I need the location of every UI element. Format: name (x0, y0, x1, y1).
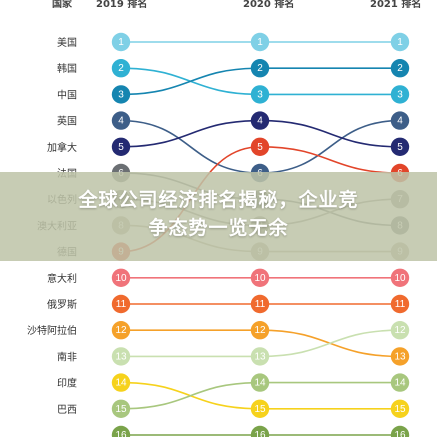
rank-label: 4 (118, 116, 124, 127)
rank-label: 4 (397, 116, 403, 127)
rank-label: 3 (257, 89, 263, 100)
rank-label: 2 (257, 63, 263, 74)
rank-label: 14 (394, 378, 406, 389)
rank-node (390, 85, 410, 104)
rank-node (250, 399, 270, 418)
country-label: 俄罗斯 (47, 298, 77, 311)
country-label: 南非 (57, 350, 77, 363)
header-2020: 2020 排名 (243, 0, 294, 10)
rank-label: 10 (254, 273, 266, 284)
rank-node (111, 347, 131, 366)
rank-label: 16 (394, 430, 406, 437)
rank-node (390, 321, 410, 340)
rank-label: 12 (254, 325, 266, 336)
banner-title-line-2: 争态势一览无余 (148, 217, 289, 239)
rank-node (111, 268, 131, 287)
rank-label: 3 (118, 89, 124, 100)
rank-label: 10 (115, 273, 127, 284)
rank-node (250, 373, 270, 392)
rank-node (250, 137, 270, 156)
rank-label: 2 (118, 63, 124, 74)
rank-node (390, 399, 410, 418)
rank-label: 12 (394, 325, 406, 336)
rank-node (390, 425, 410, 437)
rank-label: 16 (254, 430, 266, 437)
rank-label: 15 (394, 404, 406, 415)
rank-node (390, 268, 410, 287)
rank-node (250, 32, 270, 52)
rank-node (111, 111, 131, 130)
rank-node (111, 58, 131, 78)
rank-label: 12 (115, 325, 127, 336)
rank-label: 2 (397, 63, 403, 74)
rank-node (111, 137, 131, 156)
rank-node (250, 111, 270, 130)
country-label: 美国 (57, 36, 77, 49)
title-banner (0, 172, 437, 261)
rank-node (250, 294, 270, 314)
rank-node (390, 347, 410, 366)
rank-label: 14 (254, 378, 266, 389)
country-label: 巴西 (57, 404, 77, 416)
rank-label: 16 (115, 430, 127, 437)
rank-node (250, 85, 270, 104)
rank-node (250, 347, 270, 366)
rank-node (250, 268, 270, 287)
country-label: 英国 (57, 115, 77, 128)
rank-label: 5 (118, 142, 124, 153)
country-label: 意大利 (47, 272, 77, 285)
rank-label: 11 (255, 299, 266, 310)
rank-label: 15 (115, 404, 127, 415)
rank-node (250, 321, 270, 340)
rank-node (111, 425, 131, 437)
rank-node (390, 373, 410, 392)
country-label: 韩国 (57, 62, 77, 75)
header-2021: 2021 排名 (370, 0, 421, 10)
header-country: 国家 (52, 0, 73, 10)
rank-label: 15 (254, 404, 266, 415)
rank-node (390, 58, 410, 78)
rank-label: 13 (115, 351, 127, 362)
rank-label: 14 (115, 378, 127, 389)
rank-label: 1 (397, 37, 403, 48)
rank-node (111, 373, 131, 392)
rank-node (390, 137, 410, 156)
rank-label: 13 (254, 351, 266, 362)
rank-node (111, 321, 131, 340)
rank-node (250, 425, 270, 437)
rank-label: 1 (118, 37, 124, 48)
rank-node (390, 294, 410, 314)
rank-label: 10 (394, 273, 406, 284)
rank-node (390, 32, 410, 52)
banner-title-line-1: 全球公司经济排名揭秘，企业竞 (78, 189, 359, 211)
rank-node (250, 58, 270, 78)
header-2019: 2019 排名 (96, 0, 147, 10)
rank-label: 11 (395, 299, 406, 310)
rank-node (111, 32, 131, 52)
banner-title: 全球公司经济排名揭秘，企业竞 争态势一览无余 (0, 186, 437, 242)
rank-label: 1 (257, 37, 263, 48)
rank-label: 11 (116, 299, 127, 310)
rank-node (111, 294, 131, 314)
country-label: 中国 (57, 88, 77, 101)
country-label: 加拿大 (47, 141, 77, 154)
rank-label: 4 (257, 116, 263, 127)
rank-node (111, 399, 131, 418)
country-label: 印度 (57, 377, 77, 390)
rank-label: 3 (397, 89, 403, 100)
country-label: 沙特阿拉伯 (27, 324, 77, 337)
rank-label: 13 (394, 351, 406, 362)
rank-node (111, 85, 131, 104)
rank-label: 5 (257, 142, 263, 153)
rank-label: 5 (397, 142, 403, 153)
rank-node (390, 111, 410, 130)
